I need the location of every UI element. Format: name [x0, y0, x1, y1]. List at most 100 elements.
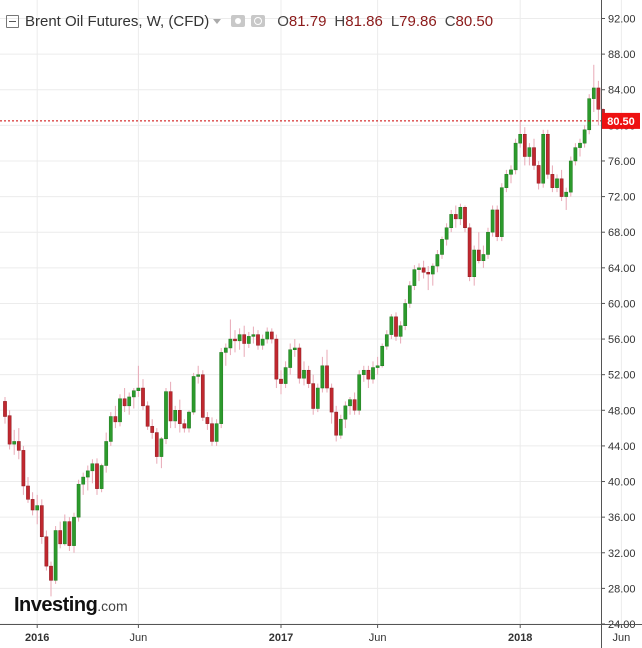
candle: [12, 429, 17, 455]
candle: [559, 169, 564, 202]
candle: [453, 205, 458, 228]
candle: [118, 394, 122, 427]
candle-body: [536, 165, 541, 184]
candle-body: [177, 410, 182, 424]
candle-body: [343, 405, 348, 420]
candle-body: [182, 423, 187, 429]
x-tick-label: Jun: [613, 632, 631, 644]
candle-body: [463, 207, 467, 229]
candle-body: [325, 365, 329, 389]
candle-body: [495, 209, 500, 237]
candle-body: [95, 463, 99, 489]
candle-body: [555, 178, 559, 188]
candle: [260, 334, 265, 350]
candle-body: [297, 347, 302, 379]
candle: [499, 183, 504, 242]
candle: [39, 499, 44, 544]
candle-body: [467, 227, 472, 277]
close-value: C80.50: [444, 12, 494, 30]
candle-body: [490, 209, 495, 233]
candle-body: [85, 470, 90, 478]
open-value: O81.79: [277, 12, 327, 30]
candle-body: [398, 325, 403, 337]
candle-body: [246, 336, 251, 344]
candle: [578, 138, 582, 157]
candle: [343, 401, 348, 429]
candle: [426, 266, 431, 291]
last-price-marker: 80.50: [0, 112, 640, 129]
candle-body: [513, 142, 518, 171]
candle: [366, 365, 371, 389]
candle-body: [242, 334, 247, 344]
candle-body: [559, 178, 564, 197]
y-tick-label: 32.00: [608, 548, 636, 560]
candle: [463, 205, 467, 233]
candle: [380, 343, 385, 368]
candle: [44, 530, 49, 571]
candle-body: [30, 499, 35, 511]
gear-icon[interactable]: [251, 15, 266, 27]
collapse-icon[interactable]: [6, 14, 19, 28]
candle: [564, 187, 569, 210]
candle-body: [394, 316, 398, 337]
candle-body: [545, 134, 550, 175]
candle-body: [329, 387, 334, 413]
candle: [545, 129, 550, 179]
candle: [200, 370, 205, 421]
candle: [412, 265, 417, 291]
candle-body: [550, 174, 555, 188]
candle: [320, 356, 325, 393]
candle-body: [62, 521, 67, 545]
candle-body: [187, 411, 191, 429]
candle-body: [472, 249, 477, 277]
y-tick-label: 56.00: [608, 334, 636, 346]
candle-body: [205, 417, 210, 424]
eye-icon[interactable]: [231, 15, 246, 27]
chart-legend: Brent Oil Futures, W, (CFD) O81.79 H81.8…: [6, 10, 493, 32]
candle-body: [173, 410, 178, 422]
candle: [435, 250, 440, 273]
candle-body: [145, 405, 150, 427]
candle: [168, 381, 173, 429]
candle-body: [136, 387, 141, 391]
candle-body: [260, 338, 265, 346]
candle-body: [159, 438, 164, 457]
candle-body: [251, 334, 256, 337]
candle: [591, 64, 596, 112]
candle: [472, 245, 477, 286]
candle: [504, 169, 509, 193]
chevron-down-icon[interactable]: [213, 18, 222, 24]
candle: [596, 80, 601, 126]
candle-body: [150, 426, 155, 433]
candle-body: [541, 134, 546, 184]
candle: [467, 223, 472, 282]
candle-body: [67, 521, 72, 546]
candle-body: [518, 134, 523, 144]
candle-body: [389, 316, 394, 335]
candle-body: [302, 369, 306, 379]
candle: [449, 209, 454, 233]
candle: [430, 263, 435, 286]
candle-body: [564, 191, 569, 197]
candle-body: [568, 160, 573, 193]
candle-body: [453, 214, 458, 220]
candle-body: [283, 367, 288, 384]
candle-body: [499, 187, 504, 237]
candle-body: [72, 516, 76, 546]
candle: [95, 458, 99, 495]
candle-body: [265, 331, 270, 340]
candle: [205, 412, 210, 430]
candle-body: [417, 267, 421, 270]
candle-body: [403, 303, 408, 326]
candle-body: [430, 265, 435, 275]
candle-body: [39, 505, 44, 537]
y-tick-label: 52.00: [608, 370, 636, 382]
candle: [348, 396, 352, 415]
candle-body: [334, 411, 339, 436]
candle: [35, 494, 40, 525]
candle: [187, 410, 191, 433]
candle: [292, 339, 297, 357]
candle: [476, 232, 481, 264]
candles: [3, 64, 605, 597]
